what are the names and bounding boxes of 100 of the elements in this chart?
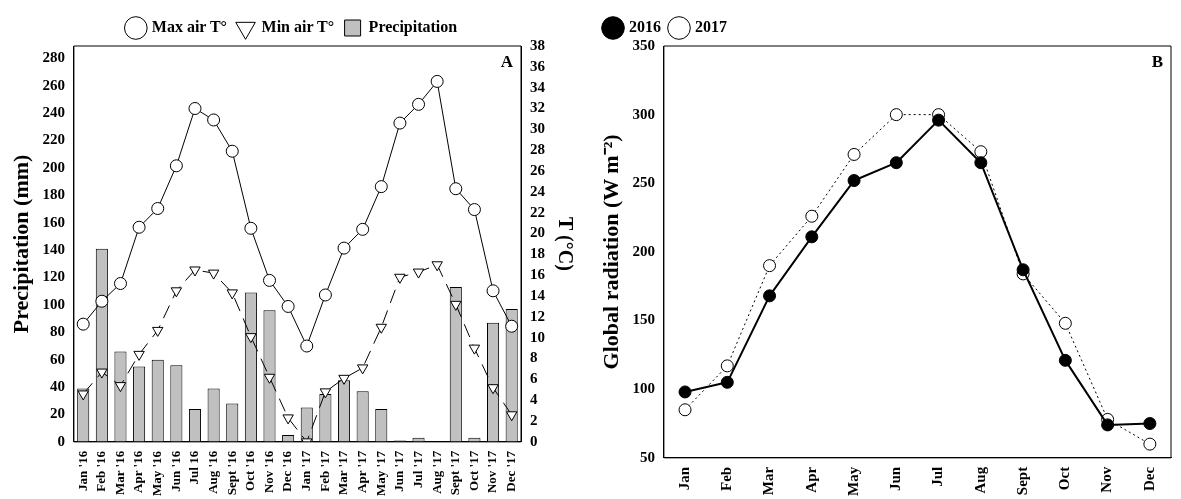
y2-tick-label: 34 — [530, 78, 546, 95]
point — [225, 144, 239, 158]
x-tick-label: Nov — [1098, 466, 1115, 493]
legend-label: 2017 — [695, 18, 727, 36]
x-tick-label: Oct '17 — [465, 450, 481, 491]
y-axis-title: Global radiation (W m⁻²) — [597, 134, 623, 370]
y-tick-label: 60 — [49, 350, 65, 367]
x-tick-label: Oct — [1056, 466, 1073, 491]
x-tick-label: May — [844, 466, 861, 497]
point — [170, 287, 183, 298]
y-tick-label: 100 — [42, 295, 65, 312]
point — [889, 156, 903, 170]
point — [1058, 353, 1072, 367]
x-tick-label: Nov '17 — [484, 450, 500, 494]
y-tick-label: 80 — [49, 323, 65, 340]
point — [133, 350, 145, 361]
point — [1101, 418, 1115, 432]
x-tick-label: Dec — [1140, 466, 1157, 491]
x-tick-label: Aug '17 — [428, 450, 444, 494]
y2-tick-label: 24 — [530, 182, 546, 199]
x-tick-label: Feb '17 — [316, 450, 332, 492]
y-tick-label: 20 — [49, 405, 65, 422]
y2-tick-label: 32 — [530, 99, 545, 116]
point — [393, 116, 407, 130]
y-tick-label: 260 — [42, 76, 65, 93]
point — [151, 202, 165, 216]
legend-label: 2016 — [629, 18, 661, 36]
x-tick-label: Nov '16 — [260, 450, 276, 494]
legend-label: Max air T° — [151, 18, 227, 36]
point — [263, 273, 277, 287]
point — [763, 289, 777, 303]
point — [245, 333, 257, 344]
point — [374, 180, 388, 194]
y-tick-label: 100 — [632, 380, 655, 397]
point — [96, 368, 108, 379]
x-tick-label: Apr '17 — [354, 450, 370, 493]
x-tick-label: Jul — [929, 466, 946, 487]
point — [720, 375, 734, 389]
point — [337, 241, 351, 255]
legend-label: Min air T° — [261, 18, 335, 36]
point — [132, 220, 146, 234]
y-tick-label: 180 — [42, 186, 65, 203]
y2-tick-label: 2 — [530, 411, 538, 428]
y-tick-label: 160 — [42, 213, 65, 230]
x-tick-label: Jan '16 — [74, 450, 90, 491]
x-tick-label: Feb — [718, 466, 735, 492]
y2-tick-label: 8 — [530, 349, 538, 366]
point — [375, 323, 387, 334]
x-tick-label: Jul '17 — [409, 450, 425, 489]
y-tick-label: 120 — [42, 268, 65, 285]
y-tick-label: 150 — [632, 311, 655, 328]
x-tick-label: Mar — [760, 466, 777, 496]
y2-tick-label: 30 — [530, 120, 545, 137]
y2-tick-label: 4 — [530, 391, 538, 408]
x-tick-label: Jul 16 — [186, 450, 202, 485]
legend-label: Precipitation — [368, 18, 458, 37]
point — [467, 203, 481, 217]
point — [805, 230, 819, 244]
x-tick-label: Dec '17 — [503, 450, 519, 492]
point — [847, 174, 861, 188]
y2-tick-label: 12 — [530, 307, 545, 324]
point — [95, 294, 109, 308]
y-tick-label: 300 — [632, 105, 655, 122]
point — [207, 113, 221, 127]
y-tick-label: 350 — [632, 36, 655, 53]
point — [505, 319, 519, 333]
y-axis-title: Precipitation (mm) — [7, 154, 33, 334]
point — [319, 388, 332, 399]
y2-tick-label: 36 — [530, 57, 546, 74]
annotation: B — [1151, 51, 1163, 71]
y-tick-label: 240 — [42, 103, 65, 120]
y-tick-label: 220 — [42, 131, 65, 148]
y-tick-label: 140 — [42, 240, 65, 257]
point — [207, 269, 220, 280]
x-tick-label: Apr — [802, 466, 819, 493]
point — [281, 299, 295, 313]
y-tick-label: 200 — [42, 158, 65, 175]
point — [449, 182, 463, 196]
y2-tick-label: 28 — [530, 141, 545, 158]
y-tick-label: 200 — [632, 242, 655, 259]
point — [188, 102, 202, 116]
point — [114, 382, 127, 393]
point — [394, 273, 406, 284]
point — [113, 277, 127, 291]
x-tick-label: Jan '17 — [298, 450, 314, 491]
x-tick-label: Oct '16 — [242, 450, 258, 491]
point — [356, 364, 369, 375]
x-tick-label: Sept '17 — [447, 450, 463, 496]
point — [431, 261, 443, 272]
y2-tick-label: 22 — [530, 203, 545, 220]
point — [169, 159, 183, 173]
y2-tick-label: 20 — [530, 224, 545, 241]
y-tick-label: 250 — [632, 174, 655, 191]
annotation: A — [500, 51, 514, 71]
x-tick-label: Feb '16 — [93, 450, 109, 492]
y-tick-label: 280 — [42, 49, 65, 66]
point — [152, 326, 164, 337]
point — [338, 374, 350, 385]
point — [189, 266, 201, 277]
x-tick-label: Sept '16 — [223, 450, 239, 496]
